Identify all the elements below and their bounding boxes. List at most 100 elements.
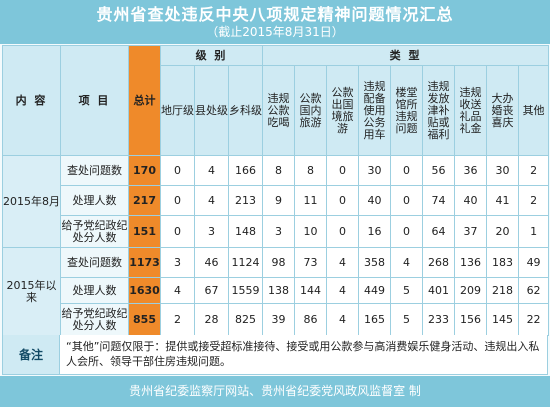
row-total: 170 bbox=[128, 155, 161, 186]
statistics-table: 内 容 项 目 总计 级 别 类 型 地厅级 县处级 乡科级 违规公款吃喝 公款国内旅游… bbox=[2, 45, 550, 336]
header-level-1: 县处级 bbox=[194, 65, 229, 156]
type-cell: 183 bbox=[486, 247, 520, 278]
header-type-2: 公款出国境旅游 bbox=[326, 65, 360, 156]
period-label: 2015年8月 bbox=[2, 155, 61, 248]
type-cell: 22 bbox=[518, 303, 550, 336]
level-cell: 1124 bbox=[227, 247, 264, 278]
remark-section: 备注 “其他”问题仅限于：提供或接受超标准接待、接受或用公款参与高消费娱乐健身活… bbox=[2, 335, 548, 375]
header-content: 内 容 bbox=[2, 45, 61, 156]
type-cell: 64 bbox=[422, 215, 456, 248]
type-cell: 2 bbox=[518, 155, 550, 186]
type-cell: 1 bbox=[518, 215, 550, 248]
header-type-8: 其他 bbox=[518, 65, 550, 156]
row-total: 1173 bbox=[128, 247, 161, 278]
type-cell: 4 bbox=[326, 247, 360, 278]
header-type-0: 违规公款吃喝 bbox=[262, 65, 296, 156]
level-cell: 0 bbox=[160, 155, 195, 186]
type-cell: 144 bbox=[294, 277, 328, 304]
type-cell: 358 bbox=[358, 247, 392, 278]
type-cell: 49 bbox=[518, 247, 550, 278]
subheader-row: 地厅级 县处级 乡科级 违规公款吃喝 公款国内旅游 公款出国境旅游 违规配备使用公务用车 楼堂… bbox=[3, 65, 550, 156]
table-body: 2015年8月 查处问题数 170 0 4 166 8 8 0 30 0 56 36 30 2 处理人数 217… bbox=[2, 155, 550, 336]
level-cell: 1559 bbox=[227, 277, 264, 304]
type-cell: 98 bbox=[262, 247, 296, 278]
type-cell: 73 bbox=[294, 247, 328, 278]
type-cell: 20 bbox=[486, 215, 520, 248]
level-cell: 4 bbox=[194, 155, 229, 186]
type-cell: 3 bbox=[262, 215, 296, 248]
table-row: 2015年8月 查处问题数 170 0 4 166 8 8 0 30 0 56 36 30 2 bbox=[2, 155, 550, 248]
type-cell: 56 bbox=[422, 155, 456, 186]
type-cell: 62 bbox=[518, 277, 550, 304]
table-row: 2015年以来 查处问题数 1173 3 46 1124 98 73 4 358 4 268 136 18… bbox=[2, 247, 550, 336]
header-type-4: 楼堂馆所违规问题 bbox=[390, 65, 424, 156]
level-cell: 3 bbox=[194, 215, 229, 248]
type-cell: 4 bbox=[326, 303, 360, 336]
type-cell: 36 bbox=[454, 155, 488, 186]
type-cell: 233 bbox=[422, 303, 456, 336]
remark-text: “其他”问题仅限于：提供或接受超标准接待、接受或用公款参与高消费娱乐健身活动、违… bbox=[60, 335, 548, 375]
type-cell: 0 bbox=[326, 215, 360, 248]
type-cell: 74 bbox=[422, 185, 456, 216]
level-cell: 46 bbox=[194, 247, 229, 278]
row-item-label: 给予党纪政纪处分人数 bbox=[60, 215, 129, 248]
type-cell: 11 bbox=[294, 185, 328, 216]
type-cell: 5 bbox=[390, 277, 424, 304]
type-cell: 401 bbox=[422, 277, 456, 304]
period-label: 2015年以来 bbox=[2, 247, 61, 336]
level-cell: 3 bbox=[160, 247, 195, 278]
header-group-type: 类 型 bbox=[262, 45, 550, 66]
row-item-label: 查处问题数 bbox=[60, 247, 129, 278]
page-subtitle: （截止2015年8月31日） bbox=[206, 25, 344, 39]
type-cell: 10 bbox=[294, 215, 328, 248]
level-cell: 213 bbox=[227, 185, 264, 216]
type-cell: 30 bbox=[486, 155, 520, 186]
type-cell: 37 bbox=[454, 215, 488, 248]
type-cell: 165 bbox=[358, 303, 392, 336]
level-cell: 148 bbox=[227, 215, 264, 248]
type-cell: 209 bbox=[454, 277, 488, 304]
row-item-label: 处理人数 bbox=[60, 277, 129, 304]
type-cell: 86 bbox=[294, 303, 328, 336]
type-cell: 0 bbox=[390, 185, 424, 216]
header-group-level: 级 别 bbox=[159, 45, 264, 66]
level-cell: 28 bbox=[194, 303, 229, 336]
type-cell: 0 bbox=[326, 185, 360, 216]
level-cell: 0 bbox=[160, 185, 195, 216]
type-cell: 449 bbox=[358, 277, 392, 304]
table-row: 处理人数 217 0 4 213 9 11 0 40 0 74 40 41 2 bbox=[3, 185, 550, 216]
type-cell: 41 bbox=[486, 185, 520, 216]
level-cell: 4 bbox=[160, 277, 195, 304]
type-cell: 2 bbox=[518, 185, 550, 216]
type-cell: 4 bbox=[390, 247, 424, 278]
level-cell: 67 bbox=[194, 277, 229, 304]
level-cell: 4 bbox=[194, 185, 229, 216]
header-type-1: 公款国内旅游 bbox=[294, 65, 328, 156]
header-level-2: 乡科级 bbox=[227, 65, 264, 156]
type-cell: 218 bbox=[486, 277, 520, 304]
table-row: 处理人数 1630 4 67 1559 138 144 4 449 5 401 209 218 62 bbox=[3, 277, 550, 304]
header-item: 项 目 bbox=[60, 45, 129, 156]
header-total: 总计 bbox=[128, 45, 161, 156]
header-banner: 贵州省查处违反中央八项规定精神问题情况汇总 （截止2015年8月31日） bbox=[0, 0, 550, 44]
type-cell: 4 bbox=[326, 277, 360, 304]
header-level-0: 地厅级 bbox=[160, 65, 195, 156]
level-cell: 166 bbox=[227, 155, 264, 186]
type-cell: 5 bbox=[390, 303, 424, 336]
header-type-7: 大办婚丧喜庆 bbox=[486, 65, 520, 156]
header-type-6: 违规收送礼品礼金 bbox=[454, 65, 488, 156]
type-cell: 156 bbox=[454, 303, 488, 336]
level-cell: 2 bbox=[160, 303, 195, 336]
type-cell: 30 bbox=[358, 155, 392, 186]
table-row: 给予党纪政纪处分人数 151 0 3 148 3 10 0 16 0 64 37 20 1 bbox=[3, 215, 550, 248]
type-cell: 0 bbox=[326, 155, 360, 186]
footer-credit: 贵州省纪委监察厅网站、贵州省纪委党风政风监督室 制 bbox=[0, 376, 550, 407]
type-cell: 40 bbox=[358, 185, 392, 216]
type-cell: 40 bbox=[454, 185, 488, 216]
type-cell: 138 bbox=[262, 277, 296, 304]
type-cell: 136 bbox=[454, 247, 488, 278]
type-cell: 39 bbox=[262, 303, 296, 336]
type-cell: 145 bbox=[486, 303, 520, 336]
level-cell: 0 bbox=[160, 215, 195, 248]
